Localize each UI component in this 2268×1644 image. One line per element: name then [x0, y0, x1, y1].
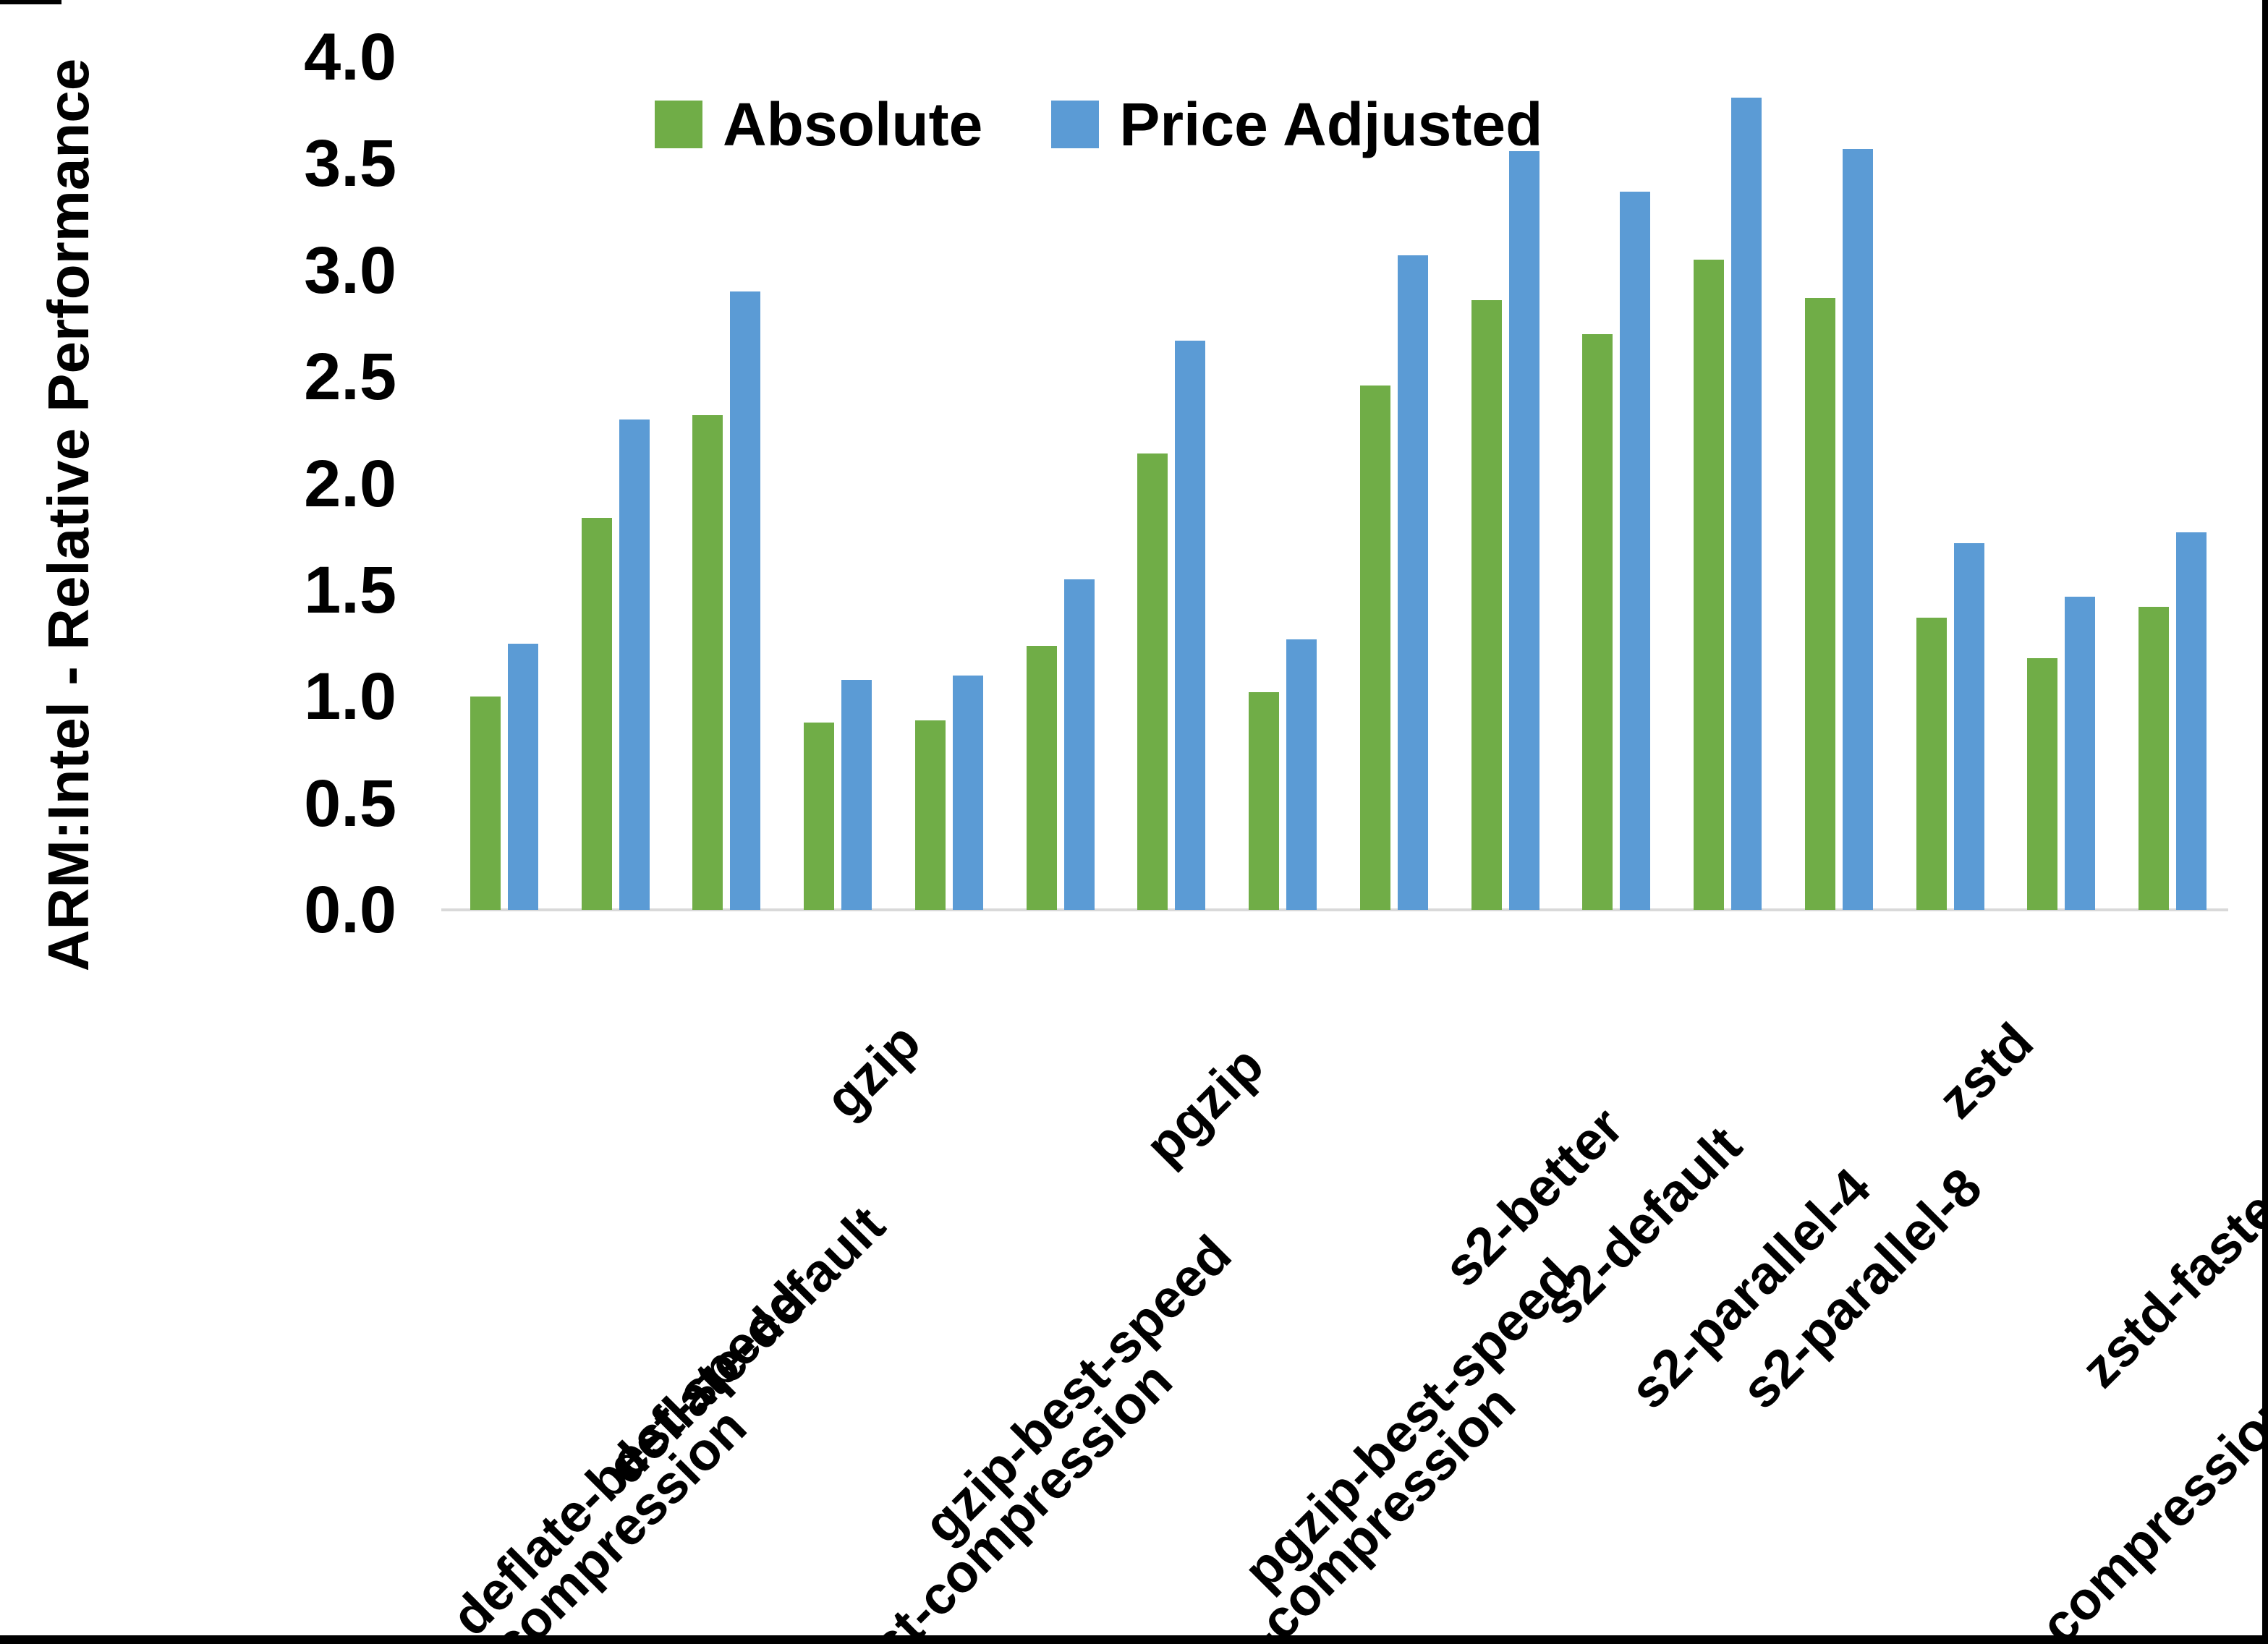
bar-group-zstd	[1895, 57, 2006, 910]
bar-absolute-deflate-default	[692, 415, 723, 910]
legend-item-absolute: Absolute	[655, 94, 982, 155]
bar-group-s2-parallel-4	[1672, 57, 1783, 910]
bar-group-deflate-best-compression	[449, 57, 560, 910]
bar-price-adjusted-s2-parallel-8	[1842, 148, 1873, 910]
bar-group-gzip	[782, 57, 893, 910]
bar-group-zstd-fastest	[2117, 57, 2228, 910]
y-axis: 0.0 0.5 1.0 1.5 2.0 2.5 3.0 3.5 4.0	[0, 0, 396, 1644]
bar-price-adjusted-zstd	[1953, 543, 1984, 910]
bar-group-s2-default	[1561, 57, 1673, 910]
x-axis-label: gzip	[813, 1011, 933, 1130]
bar-absolute-gzip-best-compression	[914, 720, 946, 910]
bar-group-gzip-best-speed	[1005, 57, 1116, 910]
x-axis-label: deflate-best-speed	[439, 1270, 817, 1644]
bar-absolute-zstd	[1916, 618, 1947, 910]
legend-item-price-adjusted: Price Adjusted	[1051, 94, 1542, 155]
x-axis-label: zstd	[1926, 1011, 2044, 1130]
bar-absolute-pgzip-best-speed	[1359, 385, 1390, 910]
screenshot-border-bottom	[0, 1635, 2268, 1644]
bar-absolute-deflate-best-compression	[470, 697, 501, 910]
x-axis-label: gzip-best-compression	[726, 1350, 1184, 1644]
bar-group-gzip-best-compression	[893, 57, 1005, 910]
bar-absolute-deflate-best-speed	[581, 517, 612, 910]
x-axis-label: s2-parallel-8	[1729, 1157, 1993, 1421]
bar-price-adjusted-s2-default	[1620, 191, 1651, 910]
y-tick-label: 4.0	[304, 20, 396, 94]
y-tick-label: 3.0	[304, 233, 396, 307]
bar-group-s2-parallel-8	[1783, 57, 1895, 910]
bar-price-adjusted-deflate-default	[730, 291, 761, 910]
y-tick-label: 3.5	[304, 127, 396, 201]
x-axis-label: s2-better	[1432, 1095, 1634, 1298]
bar-price-adjusted-deflate-best-compression	[507, 643, 538, 910]
bar-absolute-s2-default	[1582, 334, 1613, 910]
y-tick-label: 0.5	[304, 766, 396, 840]
plot-area	[441, 57, 2228, 911]
y-tick-label: 2.5	[304, 340, 396, 414]
bar-price-adjusted-deflate-best-speed	[619, 419, 650, 910]
bar-absolute-pgzip-best-compression	[1249, 692, 1280, 910]
bar-group-pgzip-best-compression	[1227, 57, 1338, 910]
x-axis-label: zstd-fastest	[2069, 1146, 2268, 1400]
x-axis-label: zstd-better-compression	[1822, 1377, 2268, 1644]
bar-price-adjusted-zstd-better-compression	[2065, 596, 2096, 910]
bar-group-s2-better	[1450, 57, 1561, 910]
bar-price-adjusted-pgzip-best-speed	[1397, 255, 1428, 910]
bar-price-adjusted-gzip-best-speed	[1063, 579, 1095, 910]
bar-price-adjusted-pgzip	[1175, 341, 1206, 910]
y-tick-label: 0.0	[304, 873, 396, 947]
screenshot-border-top-left	[0, 0, 61, 4]
bar-absolute-s2-parallel-8	[1804, 298, 1835, 910]
bar-price-adjusted-s2-better	[1508, 150, 1539, 910]
legend-label-price-adjusted: Price Adjusted	[1119, 90, 1543, 158]
bar-absolute-gzip	[804, 722, 835, 910]
x-axis-label: deflate-default	[595, 1194, 897, 1496]
bar-groups	[449, 57, 2228, 910]
bar-group-pgzip	[1116, 57, 1228, 910]
bar-group-zstd-better-compression	[2006, 57, 2118, 910]
x-axis-label: pgzip	[1134, 1034, 1275, 1176]
x-axis-label: s2-parallel-4	[1618, 1157, 1882, 1421]
x-axis-label: s2-default	[1532, 1115, 1754, 1336]
legend-label-absolute: Absolute	[723, 90, 983, 158]
bar-price-adjusted-pgzip-best-compression	[1286, 639, 1317, 910]
bar-absolute-s2-parallel-4	[1694, 260, 1725, 910]
screenshot-border-right	[2262, 0, 2268, 1644]
bar-price-adjusted-gzip	[841, 679, 872, 910]
x-axis-label: pgzip-best-compression	[1046, 1373, 1527, 1644]
y-tick-label: 1.5	[304, 553, 396, 627]
bar-absolute-s2-better	[1471, 300, 1502, 910]
y-tick-label: 1.0	[304, 660, 396, 734]
bar-absolute-gzip-best-speed	[1026, 645, 1057, 910]
bar-absolute-zstd-fastest	[2139, 607, 2170, 910]
bar-group-deflate-best-speed	[560, 57, 671, 910]
bar-absolute-zstd-better-compression	[2027, 658, 2058, 910]
bar-absolute-pgzip	[1137, 453, 1168, 910]
y-tick-label: 2.0	[304, 446, 396, 521]
legend-swatch-price-adjusted	[1051, 101, 1100, 148]
bar-group-deflate-default	[671, 57, 783, 910]
x-axis-label: gzip-best-speed	[912, 1224, 1243, 1555]
bar-group-pgzip-best-speed	[1338, 57, 1450, 910]
bar-price-adjusted-gzip-best-compression	[952, 675, 983, 910]
x-axis-label: pgzip-best-speed	[1231, 1247, 1586, 1601]
x-axis-line	[441, 908, 2228, 911]
bar-price-adjusted-zstd-fastest	[2176, 532, 2207, 910]
legend-swatch-absolute	[655, 101, 702, 148]
bar-price-adjusted-s2-parallel-4	[1731, 98, 1762, 910]
legend: Absolute Price Adjusted	[655, 94, 1542, 155]
